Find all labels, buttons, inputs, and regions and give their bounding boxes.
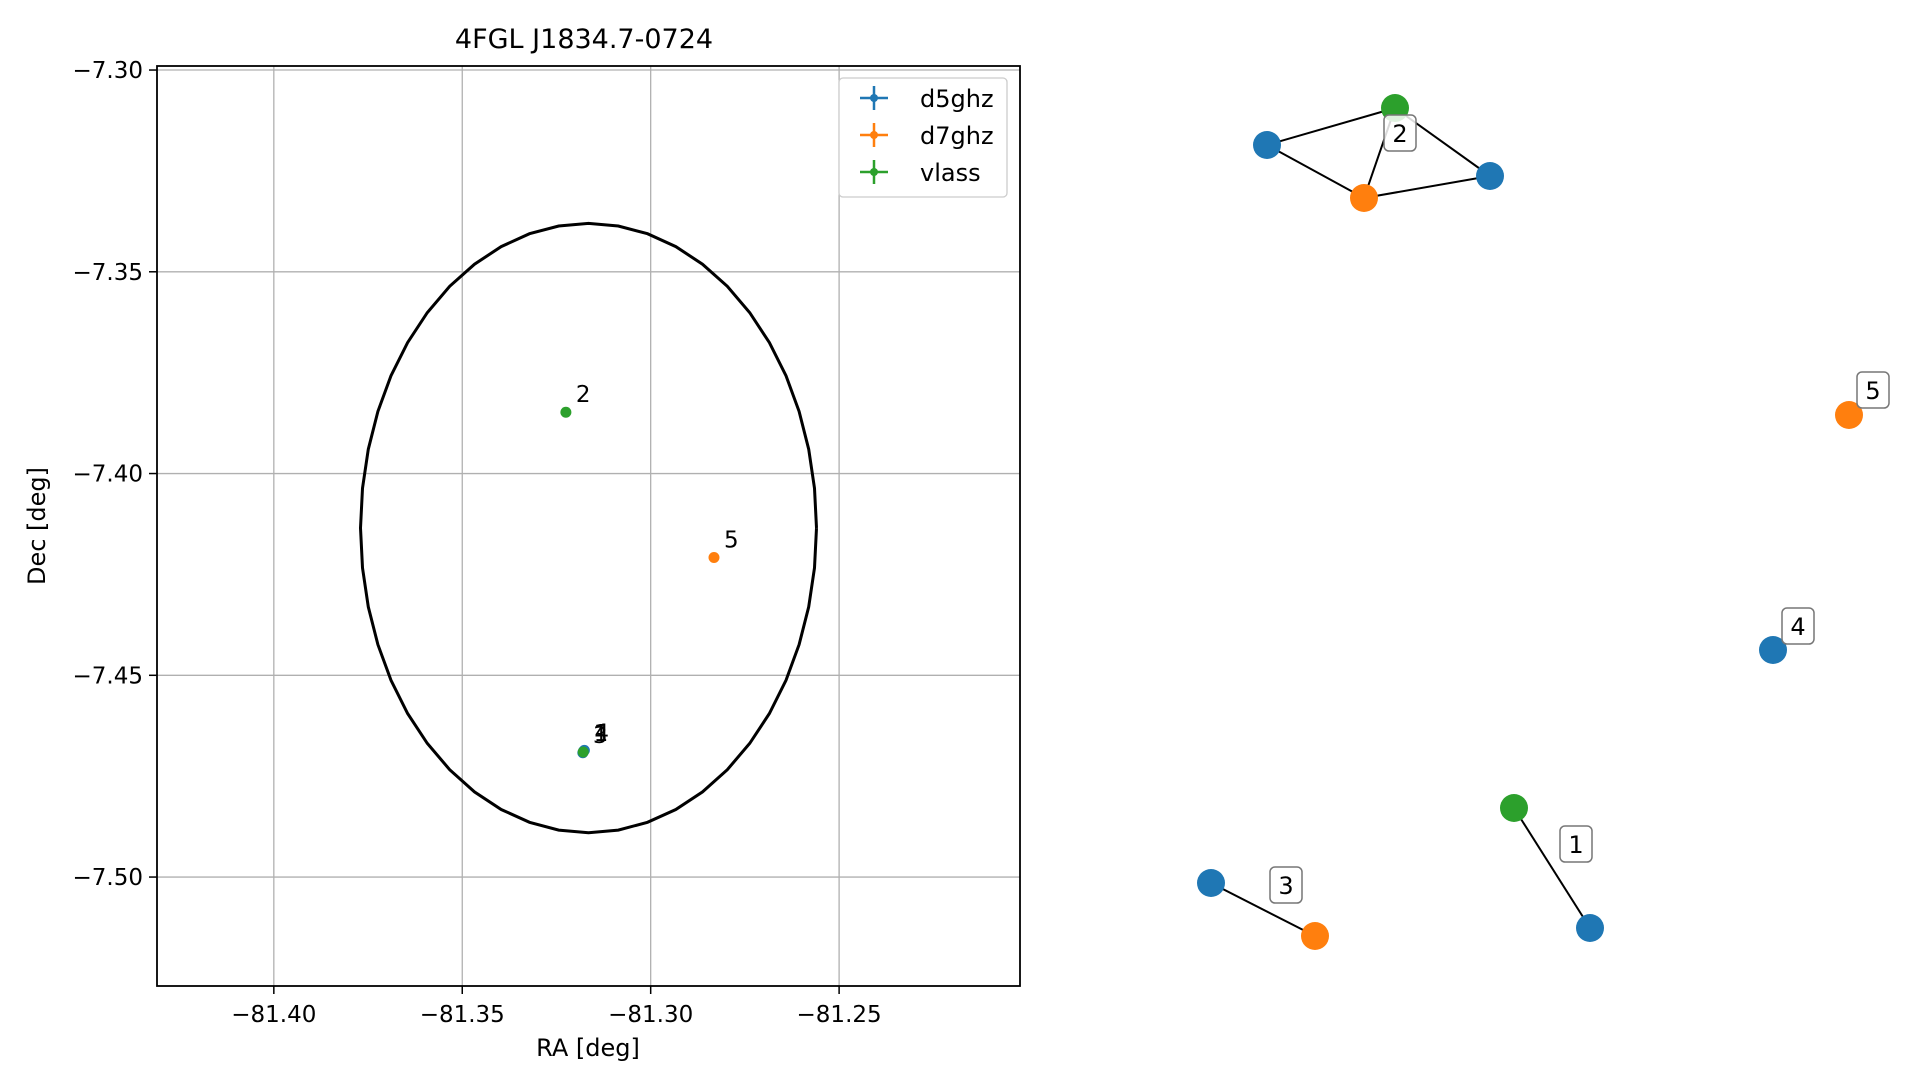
legend-label-d5ghz: d5ghz — [920, 85, 994, 113]
network-node — [1301, 922, 1329, 950]
y-tick-label: −7.30 — [73, 58, 143, 84]
network-edge — [1210, 882, 1316, 937]
gridlines — [157, 66, 1020, 986]
plot-title: 4FGL J1834.7-0724 — [455, 24, 713, 55]
legend-marker-d7ghz-dot — [870, 131, 878, 139]
x-tick-label: −81.30 — [608, 1002, 693, 1028]
network-edge — [1266, 107, 1396, 146]
network-group-labels: 2 3 1 4 5 — [1269, 114, 1890, 904]
network-label-box — [1856, 371, 1890, 409]
network-node — [1500, 794, 1528, 822]
network-node — [1576, 914, 1604, 942]
legend-label-vlass: vlass — [920, 159, 981, 187]
network-label-box — [1269, 866, 1303, 904]
error-ellipse — [358, 221, 818, 835]
network-node — [1350, 184, 1378, 212]
network-group-label: 2 — [1392, 120, 1407, 148]
y-tick-label: −7.35 — [73, 260, 143, 286]
data-point-d7ghz — [708, 551, 720, 563]
network-label-box — [1559, 825, 1593, 863]
network-group-label: 3 — [1278, 872, 1293, 900]
network-nodes — [1197, 94, 1863, 950]
network-group-label: 1 — [1568, 831, 1583, 859]
network-node — [1759, 636, 1787, 664]
legend-entry-d7ghz: d7ghz — [860, 122, 994, 150]
x-tick-label: −81.35 — [420, 1002, 505, 1028]
legend-box — [838, 77, 1008, 198]
network-group-label: 4 — [1790, 613, 1805, 641]
legend-marker-d5ghz-dot — [870, 94, 878, 102]
network-edge — [1266, 144, 1365, 199]
legend-marker-vlass-dot — [870, 168, 878, 176]
data-points-layer: 134 5 2 — [560, 382, 739, 759]
x-tick-label: −81.40 — [231, 1002, 316, 1028]
data-point-label: 3 — [593, 723, 608, 749]
data-point-label: 4 — [594, 720, 609, 746]
x-axis-label: RA [deg] — [536, 1034, 640, 1062]
y-axis-label: Dec [deg] — [23, 467, 51, 585]
legend-entry-vlass: vlass — [860, 159, 981, 187]
legend-entry-d5ghz: d5ghz — [860, 85, 994, 113]
network-node — [1835, 401, 1863, 429]
network-edge — [1513, 807, 1591, 929]
network-edge — [1363, 175, 1491, 199]
y-tick-label: −7.50 — [73, 865, 143, 891]
network-node — [1253, 131, 1281, 159]
data-point-vlass — [560, 406, 572, 418]
x-tick-label: −81.25 — [797, 1002, 882, 1028]
data-point-label: 5 — [724, 527, 739, 553]
y-tick-label: −7.45 — [73, 663, 143, 689]
network-label-box — [1781, 607, 1815, 645]
data-point-vlass — [577, 746, 589, 758]
error-ellipse-layer — [358, 221, 818, 835]
legend: d5ghz d7ghz vlass — [838, 77, 1008, 198]
data-point-label: 2 — [576, 382, 591, 408]
network-group-label: 5 — [1865, 377, 1880, 405]
y-axis-ticks: −7.30 −7.35 −7.40 −7.45 −7.50 — [73, 58, 157, 891]
x-axis-ticks: −81.40 −81.35 −81.30 −81.25 — [231, 986, 882, 1028]
data-point-label: 1 — [594, 721, 609, 747]
network-node — [1476, 162, 1504, 190]
network-label-box — [1383, 114, 1417, 152]
network-graph: 2 3 1 4 5 — [1197, 94, 1890, 950]
plot-frame — [156, 65, 1021, 987]
y-tick-label: −7.40 — [73, 462, 143, 488]
legend-label-d7ghz: d7ghz — [920, 122, 994, 150]
network-node — [1197, 869, 1225, 897]
